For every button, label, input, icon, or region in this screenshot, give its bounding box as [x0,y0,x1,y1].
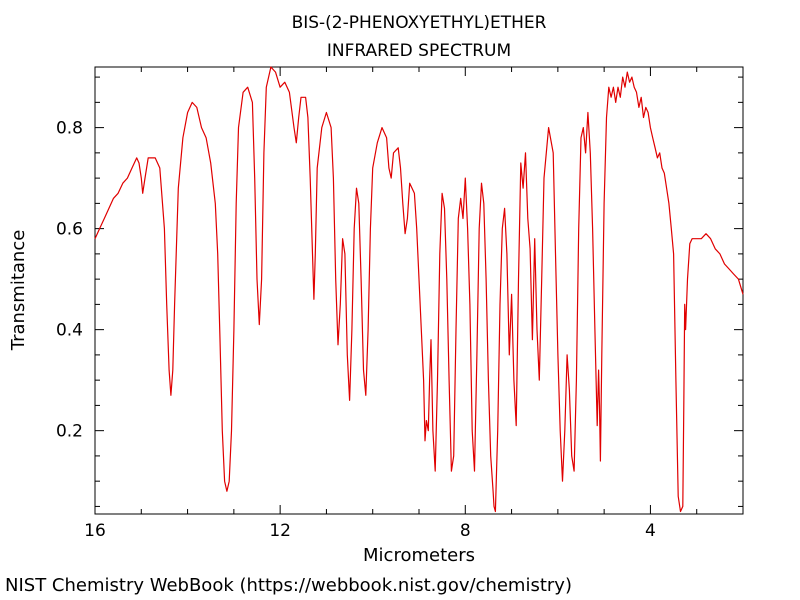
y-tick-label: 0.8 [56,119,83,139]
source-footer: NIST Chemistry WebBook (https://webbook.… [5,575,572,596]
y-axis-label: Transmitance [8,230,29,352]
y-tick-label: 0.2 [56,422,83,442]
x-axis-label: Micrometers [363,545,475,566]
chart-title-line-1: BIS-(2-PHENOXYETHYL)ETHER [292,13,547,33]
y-tick-label: 0.6 [56,220,83,240]
axis-ticks [94,67,744,514]
y-tick-label: 0.4 [56,321,83,341]
x-tick-label: 8 [460,521,471,541]
x-tick-label: 4 [645,521,656,541]
x-tick-label: 16 [84,521,106,541]
x-tick-label: 12 [269,521,291,541]
tick-labels: 16 12 8 4 0.2 0.4 0.6 0.8 [56,119,656,541]
chart-title-line-2: INFRARED SPECTRUM [327,41,511,61]
spectrum-series-line [94,66,744,513]
